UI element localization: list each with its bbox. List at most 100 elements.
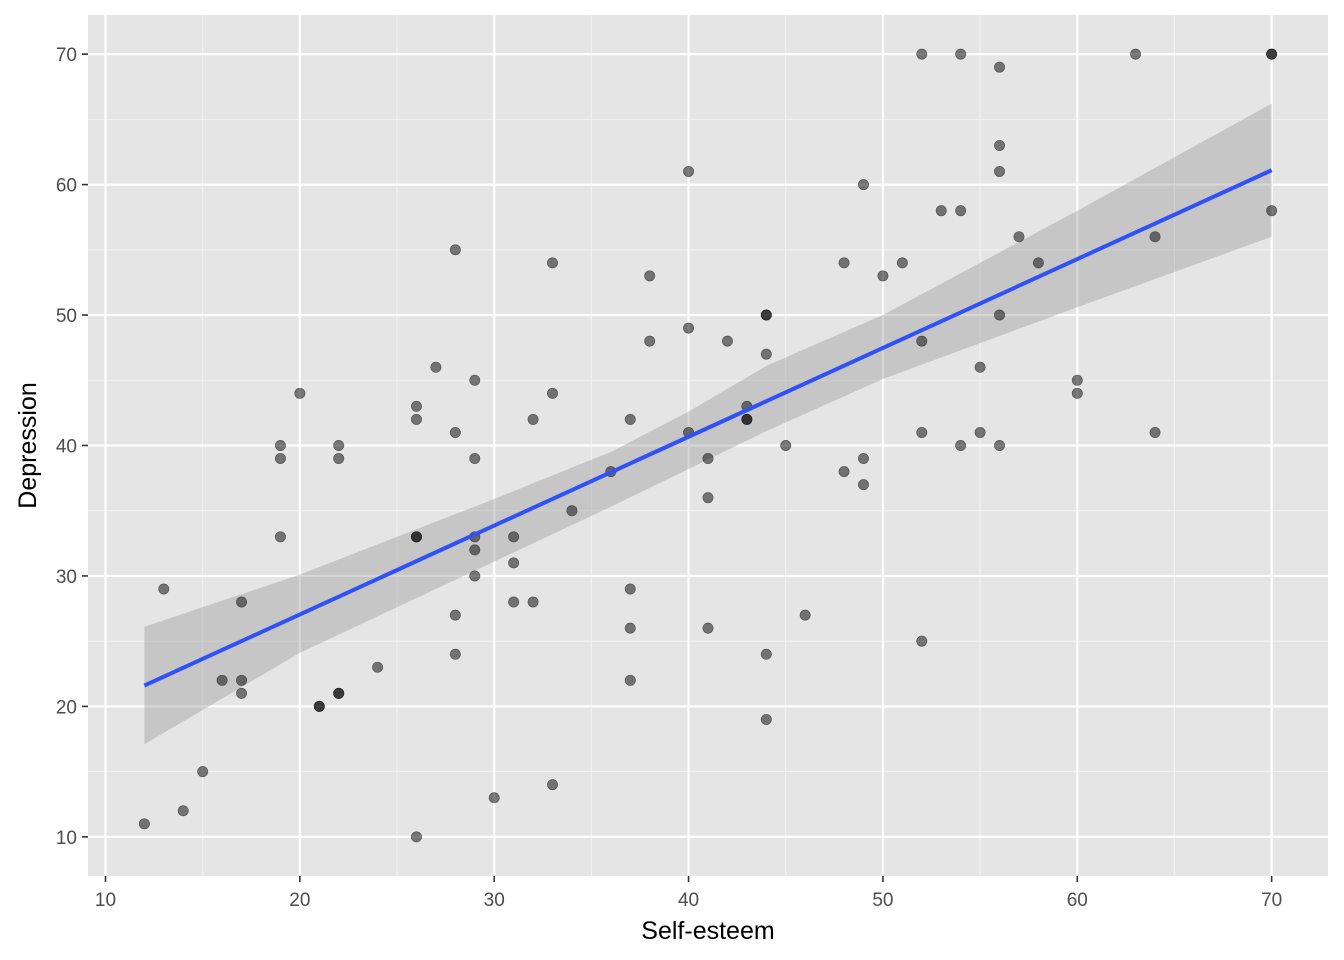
x-tick-label: 10 (95, 890, 116, 911)
x-axis-ticks: 10 20 30 40 50 60 70 (95, 876, 1282, 911)
data-point (974, 426, 986, 438)
data-point (274, 453, 286, 465)
data-point (1149, 231, 1161, 243)
data-point (1071, 387, 1083, 399)
data-point (158, 583, 170, 595)
data-point (547, 257, 559, 269)
data-point (313, 700, 325, 712)
data-point (410, 831, 422, 843)
data-point (624, 583, 636, 595)
data-point (449, 426, 461, 438)
data-point (527, 413, 539, 425)
y-tick-label: 20 (56, 697, 77, 718)
data-point (333, 439, 345, 451)
data-point (702, 453, 714, 465)
y-axis-ticks: 10 20 30 40 50 60 70 (56, 45, 88, 849)
y-tick-label: 30 (56, 567, 77, 588)
data-point (721, 335, 733, 347)
data-point (877, 270, 889, 282)
data-point (294, 387, 306, 399)
major-gridlines (88, 15, 1328, 876)
y-tick-label: 10 (56, 828, 77, 849)
data-point (683, 322, 695, 334)
data-point (1149, 426, 1161, 438)
data-point (624, 674, 636, 686)
data-point (236, 687, 248, 699)
data-point (566, 505, 578, 517)
data-point (974, 361, 986, 373)
data-point (644, 270, 656, 282)
data-point (955, 205, 967, 217)
data-point (372, 661, 384, 673)
data-point (527, 596, 539, 608)
data-point (955, 439, 967, 451)
data-point (624, 622, 636, 634)
data-point (1266, 48, 1278, 60)
data-point (508, 531, 520, 543)
data-point (430, 361, 442, 373)
data-point (197, 766, 209, 778)
data-point (488, 792, 500, 804)
data-point (508, 596, 520, 608)
data-point (994, 439, 1006, 451)
data-point (1071, 374, 1083, 386)
data-point (799, 609, 811, 621)
data-point (994, 139, 1006, 151)
data-point (508, 557, 520, 569)
x-tick-label: 70 (1261, 890, 1282, 911)
data-point (760, 713, 772, 725)
data-point (410, 400, 422, 412)
confidence-band (144, 103, 1272, 745)
data-point (916, 635, 928, 647)
data-point (994, 61, 1006, 73)
data-point (1013, 231, 1025, 243)
data-point (916, 426, 928, 438)
data-point (1266, 205, 1278, 217)
data-point (274, 439, 286, 451)
data-points (138, 48, 1278, 843)
data-point (838, 466, 850, 478)
y-tick-label: 50 (56, 306, 77, 327)
data-point (644, 335, 656, 347)
y-tick-label: 40 (56, 437, 77, 458)
data-point (469, 453, 481, 465)
data-point (216, 674, 228, 686)
data-point (780, 439, 792, 451)
data-point (935, 205, 947, 217)
x-axis-title: Self-esteem (641, 917, 774, 945)
data-point (469, 570, 481, 582)
data-point (896, 257, 908, 269)
data-point (741, 413, 753, 425)
data-point (449, 244, 461, 256)
data-point (1130, 48, 1142, 60)
data-point (236, 674, 248, 686)
data-point (857, 179, 869, 191)
x-tick-label: 40 (678, 890, 699, 911)
x-tick-label: 50 (872, 890, 893, 911)
data-point (857, 453, 869, 465)
data-point (1032, 257, 1044, 269)
data-point (547, 779, 559, 791)
data-point (469, 374, 481, 386)
y-tick-label: 70 (56, 45, 77, 66)
data-point (916, 48, 928, 60)
data-point (236, 596, 248, 608)
data-point (624, 413, 636, 425)
data-point (138, 818, 150, 830)
data-point (994, 309, 1006, 321)
data-point (274, 531, 286, 543)
y-tick-label: 60 (56, 176, 77, 197)
x-tick-label: 20 (289, 890, 310, 911)
data-point (410, 531, 422, 543)
data-point (449, 648, 461, 660)
data-point (838, 257, 850, 269)
data-point (333, 453, 345, 465)
data-point (702, 622, 714, 634)
regression-line (143, 168, 1273, 688)
data-point (449, 609, 461, 621)
x-tick-label: 60 (1067, 890, 1088, 911)
data-point (916, 335, 928, 347)
data-point (760, 348, 772, 360)
